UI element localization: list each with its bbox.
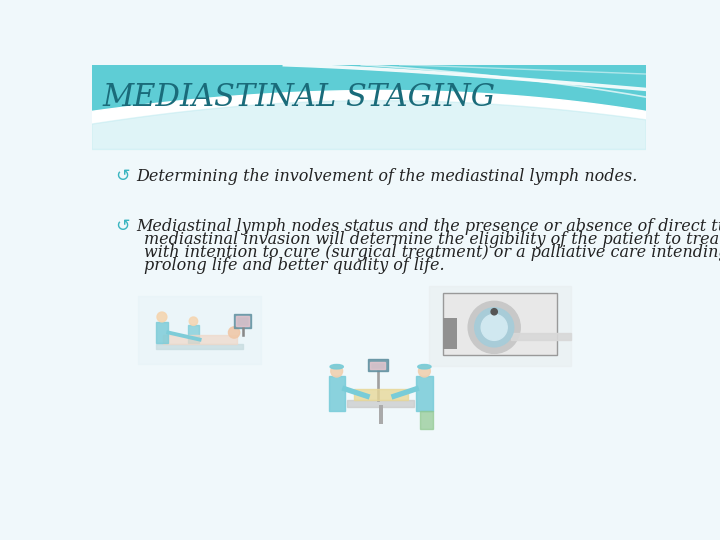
Circle shape: [189, 317, 198, 326]
Ellipse shape: [330, 364, 343, 369]
Circle shape: [474, 308, 514, 347]
Polygon shape: [328, 375, 345, 411]
Circle shape: [157, 312, 167, 322]
Polygon shape: [92, 91, 647, 150]
Polygon shape: [236, 316, 249, 326]
Polygon shape: [511, 333, 571, 340]
Polygon shape: [354, 389, 408, 400]
Polygon shape: [416, 375, 433, 411]
Polygon shape: [92, 100, 647, 150]
Circle shape: [228, 327, 240, 338]
Text: mediastinal invasion will determine the eligibility of the patient to treatment: mediastinal invasion will determine the …: [144, 231, 720, 248]
Polygon shape: [367, 359, 388, 371]
Circle shape: [468, 301, 521, 353]
Polygon shape: [156, 322, 168, 343]
Bar: [92, 65, 647, 150]
Text: MEDIASTINAL STAGING: MEDIASTINAL STAGING: [102, 83, 495, 113]
Polygon shape: [428, 286, 571, 366]
Text: prolong life and better quality of life.: prolong life and better quality of life.: [144, 257, 445, 274]
Polygon shape: [234, 314, 251, 328]
Circle shape: [491, 308, 498, 315]
Polygon shape: [347, 400, 414, 407]
Text: Determining the involvement of the mediastinal lymph nodes.: Determining the involvement of the media…: [137, 168, 638, 185]
Bar: [443, 293, 557, 355]
Polygon shape: [163, 335, 237, 344]
Polygon shape: [138, 296, 261, 363]
Ellipse shape: [418, 364, 431, 369]
Circle shape: [481, 314, 507, 340]
Text: ↺: ↺: [115, 167, 130, 185]
Polygon shape: [420, 411, 433, 429]
Circle shape: [330, 365, 343, 377]
Circle shape: [418, 365, 431, 377]
Polygon shape: [371, 362, 385, 369]
Text: Mediastinal lymph nodes status and the presence or absence of direct tumor: Mediastinal lymph nodes status and the p…: [137, 218, 720, 235]
Text: with intention to cure (surgical treatment) or a palliative care intending to: with intention to cure (surgical treatme…: [144, 244, 720, 261]
Bar: [443, 318, 456, 349]
Polygon shape: [188, 326, 199, 343]
Polygon shape: [156, 344, 243, 349]
Text: ↺: ↺: [115, 218, 130, 235]
